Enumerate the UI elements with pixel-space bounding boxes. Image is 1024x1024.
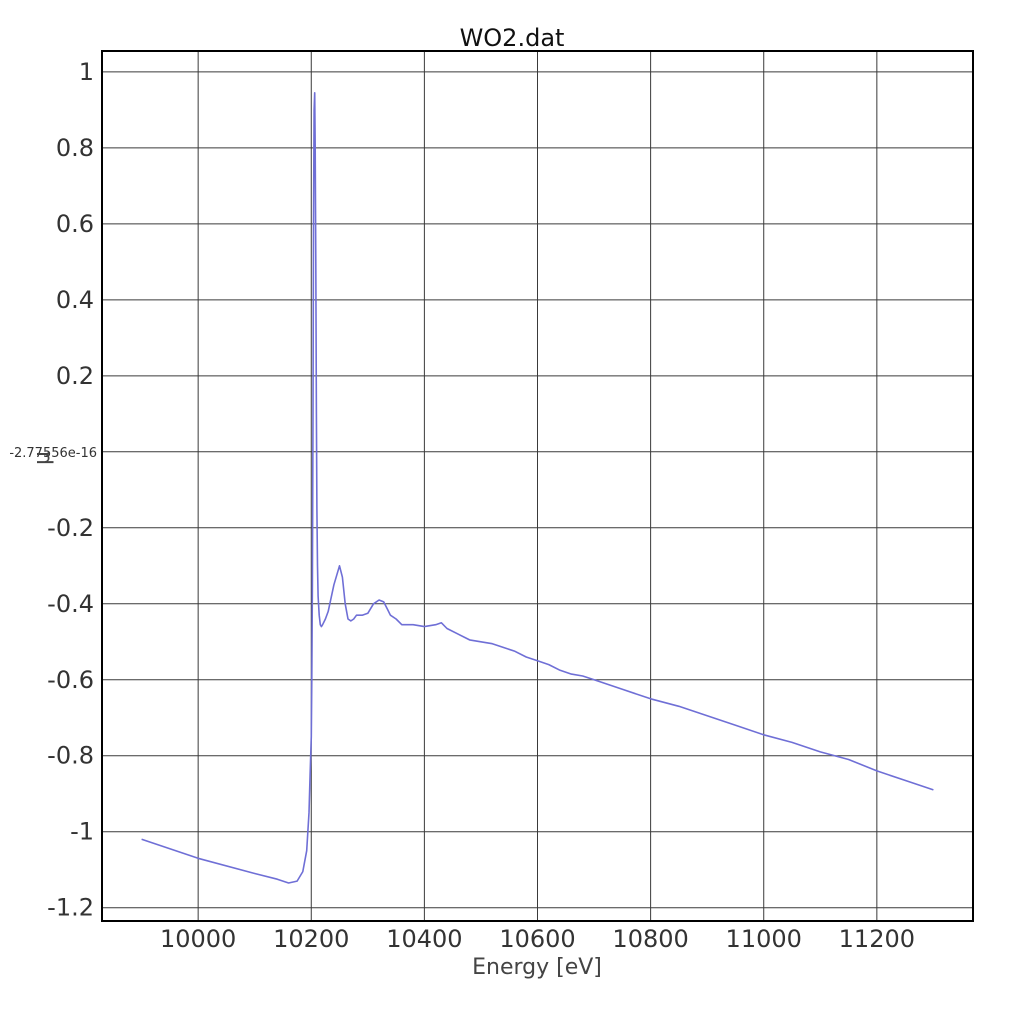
y-tick-labels: 1 0.8 0.6 0.4 0.2 -2.77556e-16 -0.2 -0.4 -0.6 -0.… (9, 58, 97, 922)
y-tick-label: 0.8 (56, 134, 94, 162)
chart-title: WO2.dat (460, 24, 565, 52)
x-tick-label: 10000 (160, 925, 236, 953)
x-tick-label: 11200 (839, 925, 915, 953)
y-tick-label: 1 (79, 58, 94, 86)
x-tick-label: 10200 (273, 925, 349, 953)
y-tick-label: -0.8 (47, 742, 94, 770)
grid-layer (102, 51, 973, 921)
y-tick-label: 0.4 (56, 286, 94, 314)
y-tick-label: -0.2 (47, 514, 94, 542)
y-tick-label: -2.77556e-16 (9, 446, 97, 461)
plot-frame (101, 50, 974, 922)
y-axis-label: μ (30, 451, 55, 465)
x-tick-labels: 10000 10200 10400 10600 10800 11000 11200 (160, 925, 915, 953)
x-tick-label: 10600 (499, 925, 575, 953)
x-axis-label: Energy [eV] (472, 955, 602, 980)
x-tick-label: 10400 (386, 925, 462, 953)
y-tick-label: 0.6 (56, 210, 94, 238)
y-tick-label: -0.4 (47, 590, 94, 618)
y-tick-label: -1 (70, 818, 94, 846)
y-tick-label: -0.6 (47, 666, 94, 694)
y-tick-label: -1.2 (47, 894, 94, 922)
series-line (141, 92, 934, 884)
x-tick-label: 11000 (726, 925, 802, 953)
x-tick-label: 10800 (612, 925, 688, 953)
series-layer (141, 92, 934, 884)
y-tick-label: 0.2 (56, 362, 94, 390)
